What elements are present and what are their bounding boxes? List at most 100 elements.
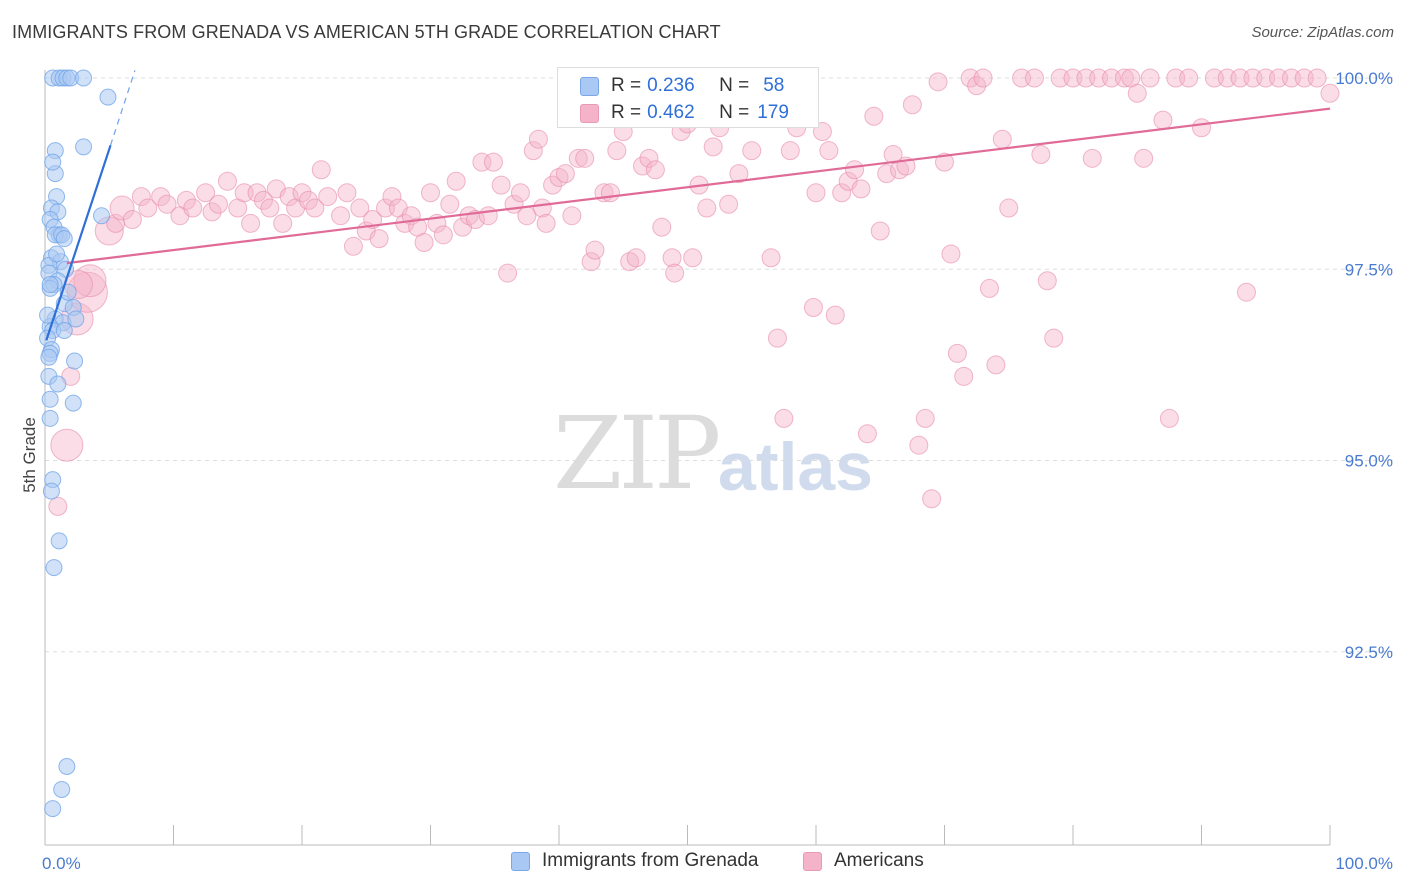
data-point-americans bbox=[382, 187, 402, 207]
legend-item-americans[interactable]: Americans bbox=[803, 850, 924, 872]
watermark-zip: ZIP bbox=[553, 395, 721, 512]
data-point-americans bbox=[196, 183, 216, 203]
trend-lines bbox=[45, 70, 1331, 341]
data-point-americans bbox=[1082, 148, 1102, 168]
data-point-americans bbox=[543, 175, 563, 195]
legend-label-grenada: Immigrants from Grenada bbox=[542, 850, 759, 871]
data-point-americans bbox=[665, 263, 685, 283]
data-point-americans bbox=[555, 164, 575, 184]
data-point-americans bbox=[241, 213, 261, 233]
data-point-americans bbox=[819, 141, 839, 161]
stats-r-label: R = bbox=[611, 102, 642, 123]
data-point-americans bbox=[1134, 148, 1154, 168]
stats-n-label: N = bbox=[719, 75, 750, 96]
stats-n-value: 179 bbox=[757, 102, 789, 123]
x-tick-label: 100.0% bbox=[1335, 854, 1393, 873]
data-point-americans bbox=[568, 148, 588, 168]
data-point-americans bbox=[719, 194, 739, 214]
data-point-americans bbox=[491, 175, 511, 195]
stats-swatch-americans bbox=[580, 103, 599, 123]
data-point-americans bbox=[1179, 68, 1199, 88]
data-point-americans bbox=[1024, 68, 1044, 88]
data-point-americans bbox=[109, 195, 135, 221]
data-point-grenada bbox=[93, 207, 111, 225]
data-point-grenada bbox=[64, 394, 82, 412]
data-point-americans bbox=[318, 187, 338, 207]
data-point-americans bbox=[633, 156, 653, 176]
data-point-americans bbox=[421, 183, 440, 203]
data-point-americans bbox=[729, 164, 749, 184]
data-point-grenada bbox=[41, 276, 59, 294]
data-point-americans bbox=[122, 210, 142, 230]
stats-swatch-grenada bbox=[580, 76, 599, 96]
data-point-americans bbox=[832, 183, 852, 203]
data-point-grenada bbox=[41, 409, 59, 427]
data-point-americans bbox=[600, 183, 620, 203]
y-tick-label: 100.0% bbox=[1335, 69, 1393, 88]
data-point-americans bbox=[1192, 118, 1211, 138]
watermark-atlas: atlas bbox=[718, 429, 873, 505]
data-point-americans bbox=[639, 148, 659, 168]
data-point-americans bbox=[472, 152, 492, 172]
data-point-grenada bbox=[48, 245, 66, 263]
data-point-americans bbox=[414, 232, 434, 252]
data-point-grenada bbox=[49, 375, 67, 393]
data-point-americans bbox=[298, 190, 318, 210]
data-point-americans bbox=[645, 160, 665, 180]
data-point-americans bbox=[138, 198, 158, 218]
data-point-americans bbox=[536, 213, 556, 233]
data-point-americans bbox=[176, 190, 196, 210]
data-point-americans bbox=[131, 187, 151, 207]
data-point-americans bbox=[683, 248, 703, 268]
data-point-americans bbox=[935, 152, 954, 172]
data-point-americans bbox=[311, 160, 331, 180]
data-point-americans bbox=[909, 435, 929, 455]
data-point-americans bbox=[902, 95, 922, 115]
data-point-americans bbox=[954, 366, 974, 386]
data-point-grenada bbox=[75, 138, 93, 156]
series-grenada-points bbox=[39, 69, 117, 818]
data-point-americans bbox=[337, 183, 357, 203]
data-point-americans bbox=[465, 210, 485, 230]
data-point-americans bbox=[260, 198, 280, 218]
data-point-americans bbox=[1044, 328, 1064, 348]
data-point-americans bbox=[575, 148, 595, 168]
data-point-americans bbox=[305, 198, 325, 218]
data-point-americans bbox=[1153, 110, 1173, 130]
data-point-americans bbox=[433, 225, 453, 245]
data-point-americans bbox=[979, 278, 999, 298]
data-point-americans bbox=[331, 206, 351, 226]
data-point-americans bbox=[607, 141, 627, 161]
data-point-americans bbox=[742, 141, 762, 161]
data-point-americans bbox=[986, 355, 1006, 375]
data-point-americans bbox=[151, 187, 171, 207]
data-point-americans bbox=[510, 183, 530, 203]
data-point-americans bbox=[369, 229, 389, 249]
trend-line-americans bbox=[66, 107, 1331, 265]
data-point-americans bbox=[1127, 83, 1147, 103]
stats-row-grenada: R = 0.236 N = 58 bbox=[580, 74, 784, 98]
data-point-americans bbox=[806, 183, 826, 203]
data-point-grenada bbox=[44, 800, 62, 818]
data-point-americans bbox=[947, 343, 967, 363]
data-point-americans bbox=[973, 68, 993, 88]
data-point-americans bbox=[279, 187, 299, 207]
tick-labels: 92.5% 95.0% 97.5% 100.0% 0.0% 100.0% bbox=[42, 69, 1393, 873]
data-point-americans bbox=[915, 408, 935, 428]
data-point-grenada bbox=[42, 482, 60, 500]
trend-line-grenada bbox=[45, 144, 112, 341]
data-point-americans bbox=[50, 428, 84, 462]
data-point-americans bbox=[478, 206, 498, 226]
data-point-americans bbox=[967, 76, 987, 96]
trend-line-grenada-extension bbox=[109, 70, 136, 146]
axes bbox=[44, 70, 1331, 846]
data-point-grenada bbox=[55, 230, 73, 248]
data-point-americans bbox=[523, 141, 543, 161]
chart-title: IMMIGRANTS FROM GRENADA VS AMERICAN 5TH … bbox=[12, 22, 721, 42]
data-point-americans bbox=[767, 328, 787, 348]
data-point-americans bbox=[803, 298, 823, 317]
data-point-americans bbox=[483, 152, 503, 172]
y-tick-label: 95.0% bbox=[1345, 452, 1393, 471]
data-point-grenada bbox=[40, 348, 58, 366]
legend-item-grenada[interactable]: Immigrants from Grenada bbox=[511, 850, 758, 872]
